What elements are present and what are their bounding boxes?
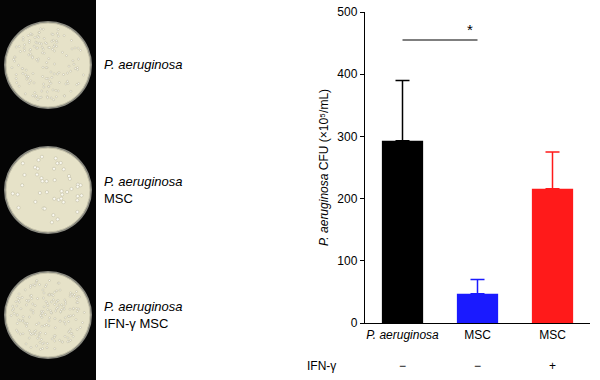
svg-text:0: 0 [351,316,358,330]
svg-text:200: 200 [337,192,357,206]
svg-text:P. aeruginosa: P. aeruginosa [366,328,439,342]
svg-text:+: + [549,359,556,373]
svg-text:P. aeruginosa: P. aeruginosa [104,57,183,72]
svg-text:P. aeruginosaIFN-γ MSC: P. aeruginosaIFN-γ MSC [104,299,183,331]
svg-text:−: − [474,359,481,373]
svg-text:400: 400 [337,67,357,81]
svg-text:IFN-γ: IFN-γ [307,359,336,373]
svg-text:500: 500 [337,5,357,19]
svg-text:MSC: MSC [464,328,491,342]
svg-text:MSC: MSC [539,328,566,342]
svg-text:100: 100 [337,254,357,268]
svg-text:300: 300 [337,130,357,144]
svg-text:P. aeruginosaMSC: P. aeruginosaMSC [104,174,183,206]
svg-text:*: * [467,21,473,38]
svg-text:P. aeruginosa CFU (×10⁵/mL): P. aeruginosa CFU (×10⁵/mL) [317,89,331,246]
svg-text:−: − [399,359,406,373]
